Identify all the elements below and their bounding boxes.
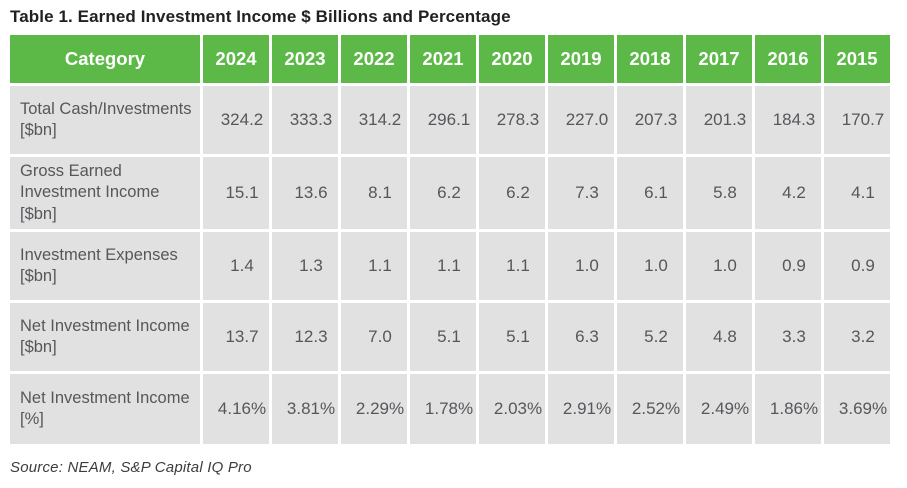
table-row: Gross Earned Investment Income [$bn] 15.1… xyxy=(10,157,890,229)
cell-value: 13.6 xyxy=(272,157,338,229)
cell-value: 12.3 xyxy=(272,303,338,371)
cell-value: 5.2 xyxy=(617,303,683,371)
cell-value: 2.03% xyxy=(479,374,545,444)
cell-value: 170.7 xyxy=(824,86,890,154)
cell-value: 3.81% xyxy=(272,374,338,444)
cell-value: 6.1 xyxy=(617,157,683,229)
cell-value: 0.9 xyxy=(824,232,890,300)
cell-value: 7.0 xyxy=(341,303,407,371)
cell-value: 5.1 xyxy=(479,303,545,371)
cell-value: 1.0 xyxy=(617,232,683,300)
cell-value: 4.16% xyxy=(203,374,269,444)
cell-value: 15.1 xyxy=(203,157,269,229)
table-body: Total Cash/Investments [$bn] 324.2 333.3 31… xyxy=(10,86,890,444)
table-row: Net Investment Income [$bn] 13.7 12.3 7.0 5.… xyxy=(10,303,890,371)
cell-value: 1.0 xyxy=(548,232,614,300)
table-title: Table 1. Earned Investment Income $ Bill… xyxy=(10,7,511,26)
cell-value: 3.2 xyxy=(824,303,890,371)
year-header-2015: 2015 xyxy=(824,35,890,83)
cell-value: 1.86% xyxy=(755,374,821,444)
source-note: Source: NEAM, S&P Capital IQ Pro xyxy=(10,459,252,476)
cell-value: 207.3 xyxy=(617,86,683,154)
cell-value: 2.52% xyxy=(617,374,683,444)
year-header-2021: 2021 xyxy=(410,35,476,83)
cell-value: 1.1 xyxy=(341,232,407,300)
cell-value: 0.9 xyxy=(755,232,821,300)
year-header-2016: 2016 xyxy=(755,35,821,83)
cell-value: 1.78% xyxy=(410,374,476,444)
year-header-2019: 2019 xyxy=(548,35,614,83)
cell-value: 1.1 xyxy=(410,232,476,300)
cell-value: 1.0 xyxy=(686,232,752,300)
cell-value: 184.3 xyxy=(755,86,821,154)
header-row: Category 2024 2023 2022 2021 2020 2019 2018 2017… xyxy=(10,35,890,83)
cell-value: 2.29% xyxy=(341,374,407,444)
cell-value: 3.3 xyxy=(755,303,821,371)
year-header-2024: 2024 xyxy=(203,35,269,83)
year-header-2020: 2020 xyxy=(479,35,545,83)
table-row: Net Investment Income [%] 4.16% 3.81% 2.29%… xyxy=(10,374,890,444)
cell-value: 5.1 xyxy=(410,303,476,371)
cell-value: 314.2 xyxy=(341,86,407,154)
cell-value: 227.0 xyxy=(548,86,614,154)
cell-value: 1.4 xyxy=(203,232,269,300)
cell-value: 13.7 xyxy=(203,303,269,371)
cell-value: 278.3 xyxy=(479,86,545,154)
year-header-2018: 2018 xyxy=(617,35,683,83)
cell-value: 2.91% xyxy=(548,374,614,444)
cell-value: 8.1 xyxy=(341,157,407,229)
cell-value: 7.3 xyxy=(548,157,614,229)
cell-value: 6.3 xyxy=(548,303,614,371)
cell-value: 6.2 xyxy=(410,157,476,229)
table-row: Total Cash/Investments [$bn] 324.2 333.3 31… xyxy=(10,86,890,154)
earned-investment-income-table: Category 2024 2023 2022 2021 2020 2019 2018 2017… xyxy=(7,32,893,447)
cell-value: 4.1 xyxy=(824,157,890,229)
cell-value: 296.1 xyxy=(410,86,476,154)
row-label: Total Cash/Investments [$bn] xyxy=(10,86,200,154)
cell-value: 6.2 xyxy=(479,157,545,229)
cell-value: 333.3 xyxy=(272,86,338,154)
cell-value: 4.2 xyxy=(755,157,821,229)
cell-value: 324.2 xyxy=(203,86,269,154)
row-label: Net Investment Income [$bn] xyxy=(10,303,200,371)
cell-value: 3.69% xyxy=(824,374,890,444)
year-header-2023: 2023 xyxy=(272,35,338,83)
cell-value: 1.1 xyxy=(479,232,545,300)
row-label: Net Investment Income [%] xyxy=(10,374,200,444)
cell-value: 2.49% xyxy=(686,374,752,444)
row-label: Gross Earned Investment Income [$bn] xyxy=(10,157,200,229)
cell-value: 1.3 xyxy=(272,232,338,300)
table-row: Investment Expenses [$bn] 1.4 1.3 1.1 1.1 1.1… xyxy=(10,232,890,300)
category-header: Category xyxy=(10,35,200,83)
year-header-2022: 2022 xyxy=(341,35,407,83)
cell-value: 4.8 xyxy=(686,303,752,371)
cell-value: 201.3 xyxy=(686,86,752,154)
year-header-2017: 2017 xyxy=(686,35,752,83)
cell-value: 5.8 xyxy=(686,157,752,229)
row-label: Investment Expenses [$bn] xyxy=(10,232,200,300)
